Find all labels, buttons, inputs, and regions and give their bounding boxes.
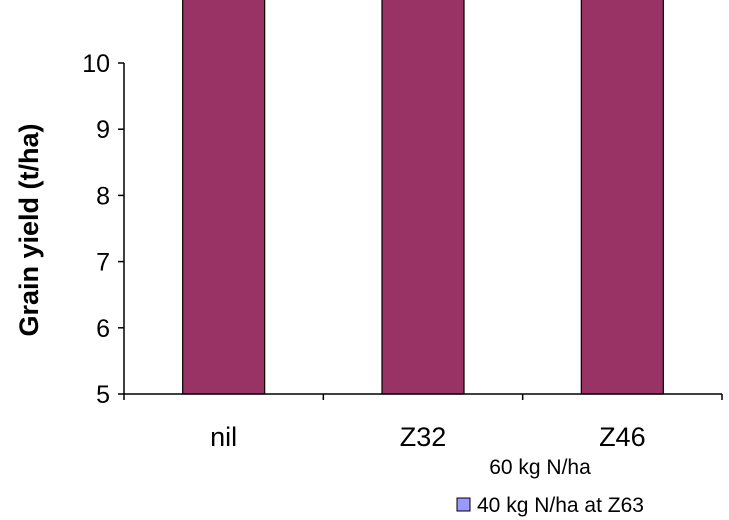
legend-label: 40 kg N/ha at Z63 [477, 494, 644, 517]
x-tick-label: nil [210, 422, 237, 452]
y-tick-label: 10 [82, 50, 110, 78]
legend-swatch [456, 497, 471, 512]
y-tick-label: 6 [96, 315, 110, 343]
y-tick-label: 8 [96, 182, 110, 210]
x-axis-label: 60 kg N/ha [489, 456, 591, 479]
x-tick-label: Z46 [599, 422, 646, 452]
y-tick-label: 9 [96, 116, 110, 144]
bar-z46-series-1 [580, 0, 664, 395]
x-tick-label: Z32 [400, 422, 447, 452]
y-axis: 5 6 7 8 9 10 [82, 50, 125, 409]
bar-z32-series-1 [381, 0, 465, 395]
y-axis-label: Grain yield (t/ha) [14, 123, 44, 336]
bars [182, 0, 664, 395]
x-axis: nil Z32 Z46 [123, 393, 723, 452]
y-tick-label: 5 [96, 381, 110, 409]
bar-nil-series-1 [182, 0, 266, 395]
y-tick-label: 7 [96, 249, 110, 277]
legend: 40 kg N/ha at Z63 [456, 494, 644, 517]
